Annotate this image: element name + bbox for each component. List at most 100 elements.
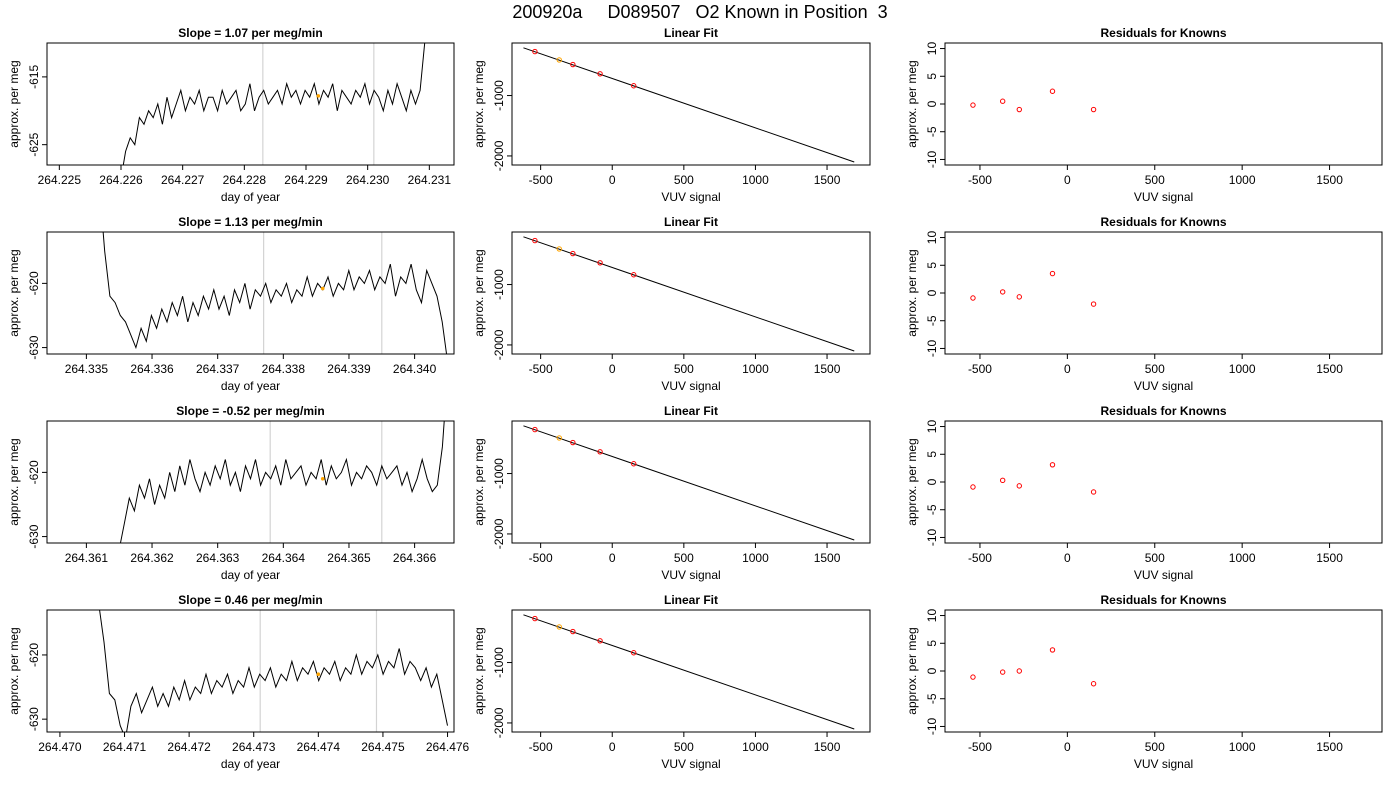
highlight-point [316, 672, 321, 677]
plot-frame [511, 231, 871, 355]
data-point [999, 289, 1006, 295]
plot-frame [511, 609, 871, 733]
y-tick-label: 10 [925, 609, 939, 623]
data-point [970, 102, 976, 108]
plot-frame [944, 42, 1383, 166]
data-point [999, 477, 1006, 484]
x-tick-label: 500 [674, 173, 694, 187]
y-tick-label: -1000 [492, 647, 506, 678]
x-tick-label: 1500 [1316, 551, 1343, 565]
y-tick-label: 0 [925, 100, 939, 107]
data-point [597, 71, 603, 77]
x-tick-label: 1000 [742, 173, 769, 187]
data-point [597, 260, 603, 266]
data-point [631, 83, 637, 89]
x-tick-label: 264.229 [284, 173, 328, 187]
x-tick-label: 1000 [1229, 740, 1256, 754]
y-tick-label: -2000 [492, 707, 506, 738]
y-tick-label: -2000 [492, 518, 506, 549]
data-point [570, 250, 576, 257]
y-tick-label: 5 [925, 73, 939, 80]
y-axis-label: approx. per meg [472, 627, 486, 714]
plot-frame [511, 42, 871, 166]
x-tick-label: 1500 [814, 740, 841, 754]
x-tick-label: 264.337 [196, 362, 240, 376]
x-axis-label: VUV signal [661, 757, 720, 771]
y-tick-label: -620 [27, 271, 41, 295]
x-tick-label: 0 [1064, 551, 1071, 565]
plot-frame [511, 420, 871, 544]
plot-frame [46, 231, 455, 355]
x-tick-label: 1500 [814, 551, 841, 565]
y-tick-label: 5 [925, 640, 939, 647]
y-tick-label: -615 [27, 65, 41, 89]
plot-frame [46, 42, 455, 166]
data-point [1016, 483, 1022, 489]
y-axis-label: approx. per meg [905, 438, 919, 525]
x-tick-label: 1000 [742, 362, 769, 376]
panel-title: Residuals for Knowns [1100, 26, 1226, 40]
data-point [556, 246, 562, 252]
data-point [570, 628, 576, 635]
data-point [999, 98, 1006, 104]
data-point [1016, 106, 1022, 113]
x-tick-label: 264.335 [65, 362, 109, 376]
x-tick-label: 264.473 [232, 740, 276, 754]
series-line [119, 421, 445, 543]
fit-line [523, 614, 855, 730]
x-axis-label: VUV signal [661, 190, 720, 204]
y-axis-label: approx. per meg [905, 60, 919, 147]
y-tick-label: -5 [925, 315, 939, 326]
panel-linear-fit-1: Linear Fit -500 0 500 1000 1500 -1000 -2000 VUV … [472, 26, 871, 204]
y-tick-label: -1000 [492, 269, 506, 300]
x-tick-label: 264.361 [65, 551, 109, 565]
panel-title: Linear Fit [664, 26, 718, 40]
x-tick-label: 264.366 [393, 551, 437, 565]
data-point [999, 669, 1006, 675]
x-tick-label: -500 [529, 362, 553, 376]
y-axis-label: approx. per meg [472, 60, 486, 147]
x-tick-label: -500 [968, 551, 992, 565]
x-tick-label: 500 [674, 740, 694, 754]
x-tick-label: 264.470 [38, 740, 82, 754]
data-point [970, 295, 976, 301]
x-tick-label: 264.226 [99, 173, 143, 187]
panel-time-series-3: Slope = -0.52 per meg/min 264.361 264.362 2… [7, 404, 455, 582]
plot-frame [944, 609, 1383, 733]
x-tick-label: 1500 [814, 362, 841, 376]
data-point [570, 61, 576, 68]
y-tick-label: 10 [925, 420, 939, 434]
data-point [970, 674, 976, 680]
x-tick-label: -500 [529, 551, 553, 565]
panel-time-series-1: Slope = 1.07 per meg/min 264.225 264.226 26… [7, 26, 455, 204]
y-tick-label: -620 [27, 643, 41, 667]
x-tick-label: 264.475 [361, 740, 405, 754]
x-tick-label: 500 [1145, 173, 1165, 187]
panel-title: Slope = 1.13 per meg/min [178, 215, 322, 229]
x-tick-label: 0 [1064, 362, 1071, 376]
y-tick-label: -620 [27, 460, 41, 484]
data-point [1049, 462, 1056, 468]
plot-frame [944, 420, 1383, 544]
panel-title: Linear Fit [664, 215, 718, 229]
data-point [532, 237, 538, 244]
data-point [556, 57, 562, 63]
y-tick-label: 0 [925, 289, 939, 296]
fit-line [523, 236, 855, 352]
panel-title: Linear Fit [664, 404, 718, 418]
panel-title: Residuals for Knowns [1100, 404, 1226, 418]
x-tick-label: 1500 [1316, 740, 1343, 754]
data-point [532, 615, 538, 622]
panel-time-series-2: Slope = 1.13 per meg/min 264.335 264.336 26… [7, 215, 455, 393]
x-tick-label: 500 [1145, 551, 1165, 565]
data-point [556, 435, 562, 441]
data-point [597, 638, 603, 644]
y-axis-label: approx. per meg [7, 60, 21, 147]
x-tick-label: 264.227 [161, 173, 205, 187]
y-tick-label: 5 [925, 262, 939, 269]
data-point [1090, 106, 1097, 113]
x-tick-label: 264.365 [327, 551, 371, 565]
y-tick-label: -10 [925, 339, 939, 357]
y-axis-label: approx. per meg [472, 438, 486, 525]
